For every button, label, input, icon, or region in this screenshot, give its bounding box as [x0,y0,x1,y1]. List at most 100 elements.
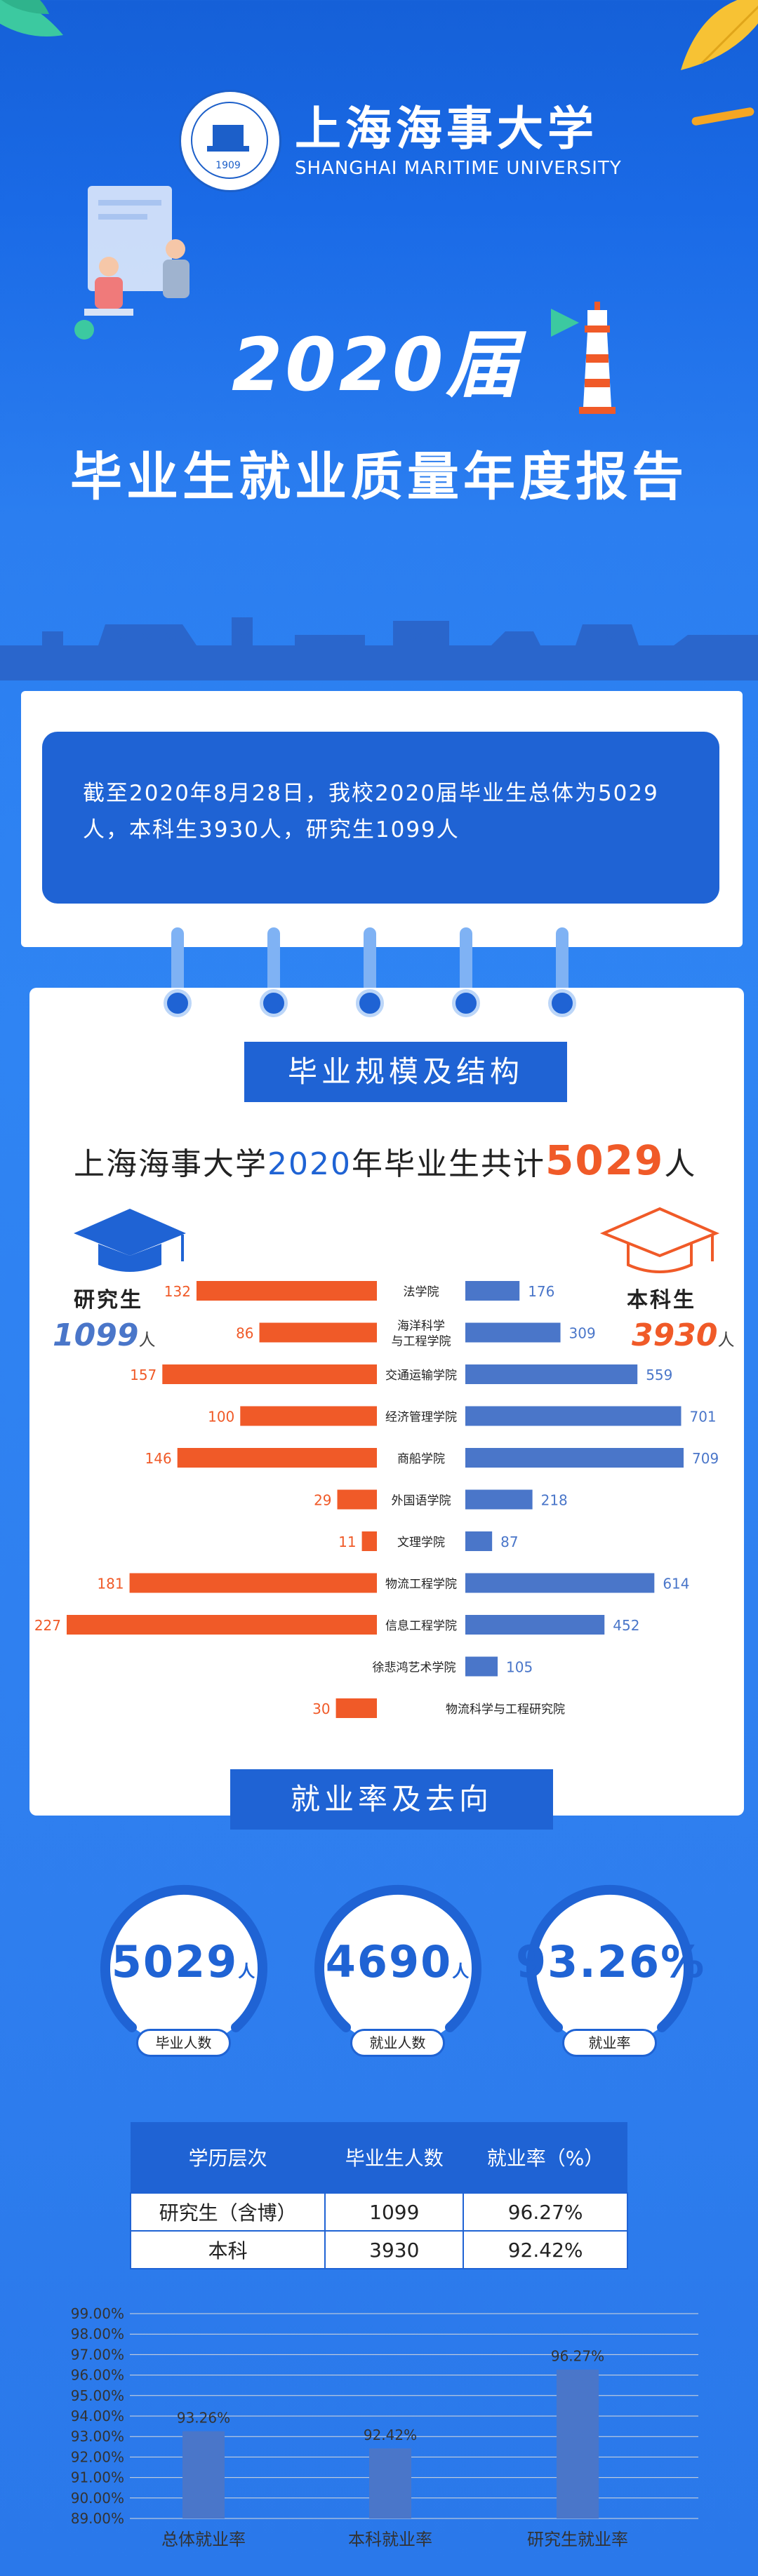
y-tick-label: 92.00% [71,2448,124,2465]
undergrad-value-label: 614 [663,1576,689,1592]
x-category-label: 研究生就业率 [527,2530,628,2549]
binder-hole [548,989,576,1017]
grad-value-label: 132 [164,1283,191,1300]
campus-skyline-silhouette [0,617,758,680]
grad-value-label: 29 [314,1492,331,1509]
grad-bar [335,1698,377,1718]
grad-value-label: 86 [236,1325,253,1342]
office-workers-illustration-icon [74,186,190,340]
grad-bar [196,1281,377,1301]
stat-ring-icon [526,1884,693,2046]
y-tick-label: 91.00% [71,2469,124,2486]
table-header-row: 学历层次 毕业生人数 就业率（%） [131,2122,627,2193]
grad-value-label: 181 [97,1576,124,1592]
grad-value-label: 30 [312,1700,330,1717]
binder-hole [356,989,384,1017]
table-cell: 本科 [129,2230,326,2269]
grad-bar [177,1448,377,1468]
undergrad-value-label: 176 [528,1283,554,1300]
graduate-total-unit: 人 [138,1330,156,1350]
rate-bar [182,2431,225,2518]
employment-section-banner: 就业率及去向 [230,1769,553,1830]
table-cell: 3930 [324,2230,465,2269]
undergrad-bar [465,1615,605,1635]
undergrad-value-label: 709 [692,1450,719,1467]
undergrad-bar [465,1489,533,1510]
undergrad-value-label: 309 [569,1325,596,1342]
grad-bar [162,1364,377,1384]
undergraduate-label: 本科生 [627,1288,696,1313]
graduate-cap-icon [74,1209,186,1272]
undergrad-bar [465,1531,493,1551]
undergrad-bar [465,1281,520,1301]
grad-bar [361,1531,377,1551]
undergraduate-total-unit: 人 [717,1330,735,1350]
undergrad-bar [465,1322,561,1343]
grad-value-label: 11 [338,1534,356,1550]
intro-summary-box [42,732,719,904]
grad-bar [129,1573,377,1593]
y-tick-label: 93.00% [71,2428,124,2445]
y-tick-label: 89.00% [71,2510,124,2527]
college-label: 经济管理学院 [385,1411,457,1425]
undergraduate-total: 3930人 [632,1317,734,1353]
report-subtitle: 毕业生就业质量年度报告 [70,447,688,507]
rate-bar [557,2369,599,2518]
stat-value: 5029人 [90,1936,278,1987]
grad-value-label: 227 [34,1617,61,1634]
y-tick-label: 97.00% [71,2346,124,2363]
stat-ring-icon [314,1884,481,2046]
leaf-decoration-icon [0,0,63,36]
binder-ring [171,927,184,994]
y-tick-label: 95.00% [71,2387,124,2404]
grad-bar [259,1322,377,1343]
undergrad-value-label: 87 [500,1534,518,1550]
table-cell: 92.42% [463,2230,628,2269]
x-category-label: 总体就业率 [161,2530,246,2549]
college-label: 法学院 [404,1285,439,1299]
stat-number: 5029 [111,1936,239,1987]
stat-value: 4690人 [304,1936,492,1987]
undergrad-value-label: 105 [506,1659,533,1676]
employment-rate-chart: 89.00% 90.00% 91.00% 92.00% 93.00% 94.00% 95.0… [71,2305,698,2549]
y-tick-label: 96.00% [71,2367,124,2384]
undergrad-bar [465,1573,655,1593]
university-name-en: SHANGHAI MARITIME UNIVERSITY [295,158,622,179]
stat-number: 93.26% [516,1936,706,1987]
undergrad-value-label: 701 [689,1409,716,1425]
headline-mid: 年毕业生共计 [351,1146,545,1182]
grad-value-label: 157 [130,1367,157,1383]
table-row: 研究生（含博） 1099 96.27% [129,2192,628,2232]
binder-ring [556,927,568,994]
college-label: 外国语学院 [392,1494,451,1508]
lighthouse-icon [551,302,616,414]
rate-value-label: 93.26% [177,2410,230,2427]
table-cell: 96.27% [463,2192,628,2232]
undergrad-bar [465,1406,681,1426]
grad-value-label: 146 [145,1450,172,1467]
stat-unit: 人 [238,1961,257,1981]
stat-ring-icon [100,1884,267,2046]
university-seal-logo: 1909 [179,90,281,192]
undergraduate-cap-icon [600,1207,719,1273]
undergrad-value-label: 218 [541,1492,568,1509]
binder-hole [164,989,192,1017]
undergrad-bar [465,1656,498,1677]
scale-section-banner: 毕业规模及结构 [244,1042,567,1102]
rate-value-label: 96.27% [551,2348,604,2365]
scale-structure-card [29,988,744,1816]
stat-label-pill: 就业率 [562,2029,657,2057]
undergraduate-total-number: 3930 [632,1317,718,1353]
binder-ring [460,927,472,994]
decorative-streak [691,107,755,126]
table-header-cell: 学历层次 [131,2122,326,2193]
college-label: 海洋科学 [397,1320,445,1334]
y-tick-label: 99.00% [71,2305,124,2322]
seal-emblem-icon: 1909 [207,125,249,171]
headline-total: 5029 [545,1136,665,1184]
rate-value-label: 92.42% [364,2427,417,2443]
y-tick-label: 90.00% [71,2490,124,2507]
stat-label-pill: 就业人数 [350,2029,445,2057]
stat-unit: 人 [452,1961,471,1981]
